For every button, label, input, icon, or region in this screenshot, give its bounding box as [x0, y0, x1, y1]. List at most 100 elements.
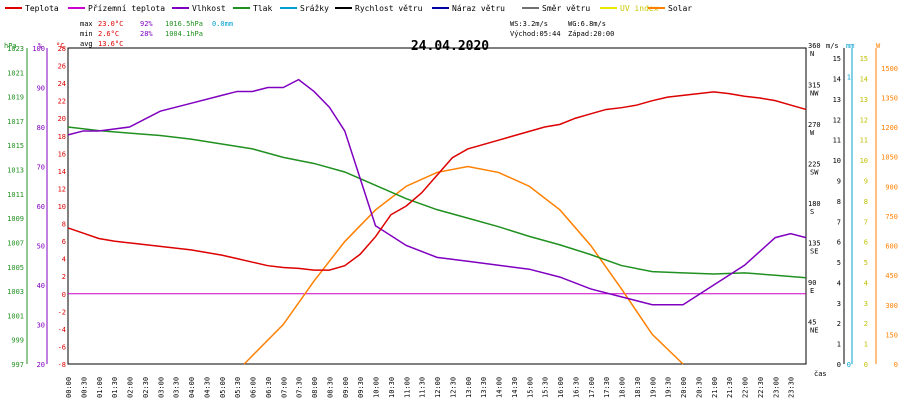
axis-unit-ms: m/s: [826, 42, 839, 50]
tick-dir-deg-2: 270: [808, 121, 821, 129]
tick-x-8: 04:00: [188, 377, 196, 398]
axis-unit-hpa: hPa: [4, 42, 17, 50]
tick-x-10: 05:00: [219, 377, 227, 398]
legend-label-5: Rychlost větru: [355, 4, 423, 13]
tick-x-34: 17:00: [588, 377, 596, 398]
tick-hpa-7: 1011: [7, 191, 24, 199]
tick-x-30: 15:00: [526, 377, 534, 398]
tick-x-20: 10:00: [373, 377, 381, 398]
tick-solar-3: 450: [885, 272, 898, 280]
tick-x-9: 04:30: [203, 377, 211, 398]
tick-hpa-5: 1007: [7, 239, 24, 247]
stat-rain-0: 0.0mm: [212, 20, 233, 28]
tick-hpa-0: 997: [11, 361, 24, 369]
stat-temp-1: 2.6°C: [98, 30, 119, 38]
tick-temp-1: -6: [58, 343, 66, 351]
tick-mm-1: 1: [847, 74, 851, 82]
tick-temp-16: 24: [58, 80, 66, 88]
tick-uv-8: 8: [864, 198, 868, 206]
tick-hpa-1: 999: [11, 337, 24, 345]
tick-x-46: 23:00: [772, 377, 780, 398]
tick-ms-7: 7: [837, 218, 841, 226]
tick-dir-lab-7: NE: [810, 327, 818, 335]
stat-press-0: 1016.5hPa: [165, 20, 203, 28]
tick-x-41: 20:30: [695, 377, 703, 398]
tick-dir-deg-4: 180: [808, 200, 821, 208]
tick-pct-3: 50: [37, 243, 45, 251]
tick-x-15: 07:30: [296, 377, 304, 398]
tick-hpa-13: 1023: [7, 45, 24, 53]
axis-unit-temp: °C: [56, 42, 64, 50]
tick-x-43: 21:30: [726, 377, 734, 398]
tick-pct-6: 80: [37, 124, 45, 132]
axis-unit-x: čas: [814, 370, 827, 378]
tick-hpa-12: 1021: [7, 69, 24, 77]
tick-ms-5: 5: [837, 259, 841, 267]
tick-uv-15: 15: [860, 55, 868, 63]
legend-label-3: Tlak: [253, 4, 272, 13]
tick-dir-lab-3: SW: [810, 169, 819, 177]
tick-x-21: 10:30: [388, 377, 396, 398]
tick-solar-9: 1350: [881, 94, 898, 102]
tick-dir-lab-6: E: [810, 287, 814, 295]
stat-label-1: min: [80, 30, 93, 38]
tick-ms-9: 9: [837, 178, 841, 186]
tick-dir-deg-0: 360: [808, 42, 821, 50]
tick-uv-14: 14: [860, 76, 868, 84]
tick-temp-3: -2: [58, 308, 66, 316]
stat-temp-0: 23.0°C: [98, 20, 123, 28]
tick-x-14: 07:00: [280, 377, 288, 398]
tick-x-2: 01:00: [96, 377, 104, 398]
tick-hpa-8: 1013: [7, 167, 24, 175]
tick-temp-17: 26: [58, 63, 66, 71]
tick-x-6: 03:00: [157, 377, 165, 398]
tick-pct-8: 100: [32, 45, 45, 53]
tick-temp-4: 0: [62, 291, 66, 299]
tick-temp-8: 8: [62, 221, 66, 229]
tick-hpa-4: 1005: [7, 264, 24, 272]
axis-unit-solar: W: [876, 42, 881, 50]
tick-hpa-11: 1019: [7, 94, 24, 102]
tick-ms-2: 2: [837, 320, 841, 328]
tick-x-36: 18:00: [619, 377, 627, 398]
series-line-tlak: [67, 126, 807, 279]
tick-x-26: 13:00: [465, 377, 473, 398]
tick-pct-2: 40: [37, 282, 45, 290]
tick-ms-12: 12: [833, 116, 841, 124]
tick-ms-13: 13: [833, 96, 841, 104]
tick-ms-11: 11: [833, 137, 841, 145]
tick-temp-9: 10: [58, 203, 66, 211]
tick-x-17: 08:30: [326, 377, 334, 398]
stat-temp-2: 13.6°C: [98, 40, 123, 48]
plot-area: [67, 47, 807, 365]
tick-hpa-9: 1015: [7, 142, 24, 150]
tick-x-40: 20:00: [680, 377, 688, 398]
tick-x-19: 09:30: [357, 377, 365, 398]
tick-ms-0: 0: [837, 361, 841, 369]
tick-x-33: 16:30: [572, 377, 580, 398]
tick-solar-10: 1500: [881, 65, 898, 73]
tick-uv-10: 10: [860, 157, 868, 165]
tick-ms-4: 4: [837, 279, 841, 287]
tick-x-28: 14:00: [496, 377, 504, 398]
tick-x-7: 03:30: [173, 377, 181, 398]
tick-x-5: 02:30: [142, 377, 150, 398]
tick-dir-deg-3: 225: [808, 161, 821, 169]
legend-label-6: Náraz větru: [452, 4, 505, 13]
tick-x-47: 23:30: [788, 377, 796, 398]
tick-x-42: 21:00: [711, 377, 719, 398]
tick-x-4: 02:00: [127, 377, 135, 398]
tick-dir-lab-1: NW: [810, 90, 819, 98]
axis-unit-pct: %: [38, 42, 43, 50]
tick-dir-lab-5: SE: [810, 248, 818, 256]
tick-hpa-3: 1003: [7, 288, 24, 296]
tick-solar-2: 300: [885, 302, 898, 310]
tick-ms-10: 10: [833, 157, 841, 165]
tick-x-35: 17:30: [603, 377, 611, 398]
tick-x-23: 11:30: [419, 377, 427, 398]
tick-temp-12: 16: [58, 150, 66, 158]
tick-x-18: 09:00: [342, 377, 350, 398]
tick-temp-7: 6: [62, 238, 66, 246]
